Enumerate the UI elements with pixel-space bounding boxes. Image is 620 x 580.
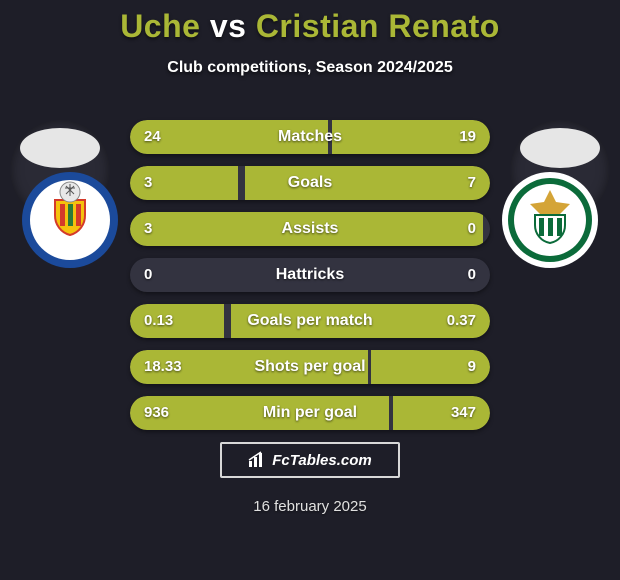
stat-value-left: 24 bbox=[144, 120, 161, 154]
stat-value-right: 347 bbox=[451, 396, 476, 430]
stat-row: Matches24 19 bbox=[130, 120, 490, 154]
stat-value-left: 3 bbox=[144, 166, 152, 200]
comparison-card: Uche vs Cristian Renato Club competition… bbox=[0, 0, 620, 580]
branding-box: FcTables.com bbox=[220, 442, 400, 478]
player2-name: Cristian Renato bbox=[256, 8, 500, 44]
vs-separator: vs bbox=[210, 8, 247, 44]
stat-label: Assists bbox=[130, 212, 490, 246]
stat-value-right: 0 bbox=[468, 212, 476, 246]
stat-bars: Matches2419Goals37Assists30Hattricks00Go… bbox=[130, 120, 490, 442]
stat-value-right: 0 bbox=[468, 258, 476, 292]
avatar-head bbox=[520, 128, 600, 168]
stat-label: Hattricks bbox=[130, 258, 490, 292]
stat-value-left: 3 bbox=[144, 212, 152, 246]
stat-label: Matches bbox=[130, 120, 490, 154]
stat-row: Hattricks0 0 bbox=[130, 258, 490, 292]
chart-icon bbox=[248, 451, 266, 469]
stat-row: Goals3 7 bbox=[130, 166, 490, 200]
stat-value-left: 18.33 bbox=[144, 350, 182, 384]
stat-label: Shots per goal bbox=[130, 350, 490, 384]
team-logo-right bbox=[500, 170, 600, 270]
stat-value-right: 9 bbox=[468, 350, 476, 384]
page-title: Uche vs Cristian Renato bbox=[0, 0, 620, 45]
stat-label: Goals bbox=[130, 166, 490, 200]
stat-value-left: 0 bbox=[144, 258, 152, 292]
stat-label: Goals per match bbox=[130, 304, 490, 338]
stat-row: Shots per goal18.33 9 bbox=[130, 350, 490, 384]
stat-row: Goals per match0.13 0.37 bbox=[130, 304, 490, 338]
team-logo-left bbox=[20, 170, 120, 270]
date-line: 16 february 2025 bbox=[0, 498, 620, 515]
player1-name: Uche bbox=[120, 8, 200, 44]
stat-label: Min per goal bbox=[130, 396, 490, 430]
stat-value-right: 19 bbox=[459, 120, 476, 154]
stat-row: Min per goal936 347 bbox=[130, 396, 490, 430]
subtitle: Club competitions, Season 2024/2025 bbox=[0, 59, 620, 77]
stat-row: Assists3 0 bbox=[130, 212, 490, 246]
stat-value-right: 7 bbox=[468, 166, 476, 200]
stat-value-right: 0.37 bbox=[447, 304, 476, 338]
branding-label: FcTables.com bbox=[272, 452, 371, 469]
stat-value-left: 936 bbox=[144, 396, 169, 430]
stat-value-left: 0.13 bbox=[144, 304, 173, 338]
avatar-head bbox=[20, 128, 100, 168]
